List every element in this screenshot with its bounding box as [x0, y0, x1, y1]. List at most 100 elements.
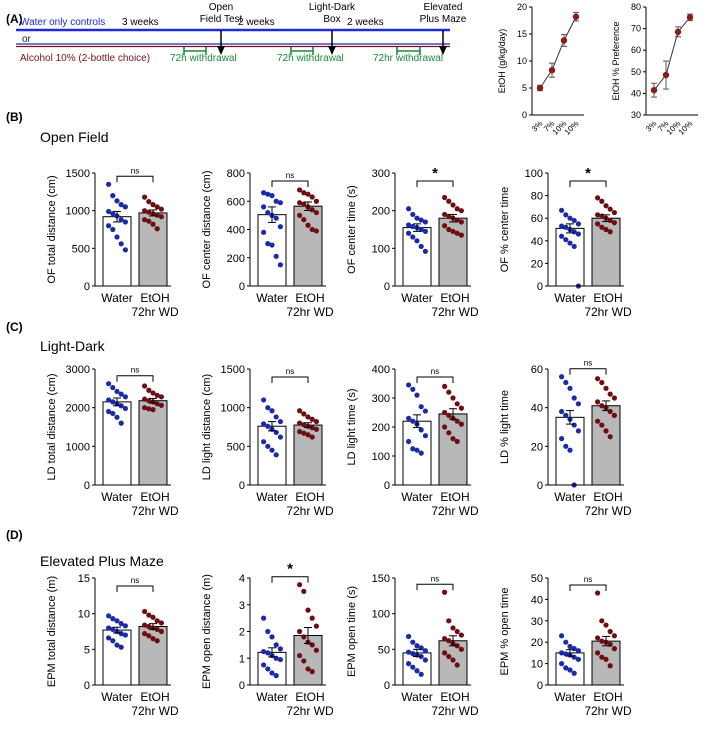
- y-tick-label: 2000: [66, 403, 90, 415]
- water-point: [575, 401, 582, 407]
- y-axis-label: OF center distance (cm): [201, 171, 213, 289]
- water-point: [106, 397, 112, 403]
- water-point: [563, 443, 569, 449]
- y-axis-label: LD light time (s): [346, 388, 358, 465]
- water-point: [122, 632, 128, 638]
- water-point: [571, 243, 577, 250]
- y-tick-label: 0: [84, 680, 90, 692]
- group-label-etoh: EtOH: [140, 490, 169, 504]
- water-point: [410, 234, 416, 240]
- etoh-point: [611, 220, 618, 226]
- group-label-etoh-sub: 72hr WD: [431, 504, 479, 518]
- bar-chart-of_total: 0 500 1000 1500 OF total distance (cm) ns Wate…: [46, 166, 179, 319]
- water-point: [567, 643, 573, 650]
- bar-etoh: [438, 217, 468, 287]
- etoh-point: [458, 405, 464, 411]
- etoh-point: [595, 399, 601, 405]
- water-point: [571, 422, 577, 428]
- group-label-water: Water: [554, 490, 586, 504]
- water-point: [567, 215, 573, 221]
- test-label: Plus Maze: [420, 14, 467, 25]
- water-point: [265, 191, 271, 197]
- y-tick-label: 150: [372, 573, 390, 585]
- etoh-point: [301, 588, 307, 594]
- etoh-point: [450, 625, 456, 631]
- y-axis-label: EtOH % Preference: [611, 21, 621, 100]
- etoh-point: [607, 628, 613, 635]
- y-tick-label: 500: [227, 441, 245, 453]
- water-point: [422, 433, 428, 439]
- etoh-point: [154, 392, 160, 398]
- water-point: [559, 436, 565, 442]
- y-axis-label: LD % light time: [499, 390, 511, 464]
- bar-chart-ld_time: 0 100 200 300 400 LD light time (s) ns Water EtO…: [346, 364, 479, 518]
- y-tick-label: 0: [537, 281, 543, 293]
- water-point: [106, 613, 112, 619]
- water-point: [567, 240, 573, 246]
- water-point: [571, 395, 577, 401]
- group-label-water: Water: [401, 690, 433, 704]
- etoh-point: [454, 418, 460, 424]
- etoh-point: [599, 224, 605, 230]
- water-point: [277, 200, 283, 206]
- water-point: [273, 253, 279, 259]
- etoh-point: [458, 208, 464, 214]
- etoh-point: [150, 407, 156, 413]
- water-point: [118, 631, 124, 637]
- significance-label: ns: [286, 171, 294, 180]
- water-point: [277, 262, 283, 268]
- etoh-point: [154, 618, 160, 624]
- etoh-point: [297, 420, 303, 426]
- etoh-point: [146, 218, 152, 224]
- etoh-point: [603, 428, 609, 434]
- y-tick-label: 3000: [66, 364, 90, 376]
- y-tick-label: 400: [227, 225, 245, 237]
- test-label: Open: [209, 2, 233, 13]
- water-point: [563, 665, 569, 671]
- x-tick-label: 10%: [563, 119, 581, 137]
- group-label-water: Water: [401, 490, 433, 504]
- etoh-point: [599, 638, 605, 644]
- water-point: [277, 224, 283, 230]
- y-tick-label: 40: [531, 594, 543, 606]
- water-point: [559, 374, 565, 380]
- water-point: [114, 234, 120, 240]
- etoh-point: [611, 395, 618, 401]
- group-label-water: Water: [256, 291, 288, 305]
- etoh-point: [297, 652, 303, 659]
- water-point: [110, 384, 116, 391]
- water-point: [575, 221, 582, 227]
- water-point: [122, 204, 128, 210]
- etoh-point: [309, 425, 315, 431]
- water-point: [418, 653, 424, 660]
- etoh-point: [142, 622, 148, 628]
- water-point: [118, 217, 124, 223]
- water-point: [110, 616, 116, 622]
- etoh-point: [158, 394, 164, 400]
- y-tick-label: 0: [239, 281, 245, 293]
- water-point: [406, 222, 412, 228]
- etoh-point: [309, 434, 315, 440]
- etoh-point: [442, 589, 448, 595]
- water-point: [563, 237, 569, 243]
- water-point: [269, 634, 275, 640]
- y-tick-label: 400: [372, 364, 390, 376]
- etoh-point: [150, 202, 156, 208]
- significance-label: ns: [131, 576, 139, 585]
- etoh-point: [297, 628, 303, 635]
- water-point: [118, 403, 124, 409]
- y-tick-label: 1000: [66, 441, 90, 453]
- water-point: [277, 418, 283, 425]
- etoh-point: [146, 406, 152, 412]
- water-point: [422, 648, 428, 654]
- y-tick-label: 80: [631, 2, 641, 12]
- water-point: [559, 633, 565, 639]
- data-point: [548, 66, 556, 74]
- y-tick-label: 10: [531, 659, 543, 671]
- etoh-point: [442, 383, 448, 389]
- group-label-etoh: EtOH: [593, 490, 622, 504]
- group-label-etoh: EtOH: [295, 690, 324, 704]
- water-point: [422, 228, 428, 234]
- y-tick-label: 60: [531, 364, 543, 376]
- group-label-etoh: EtOH: [295, 291, 324, 305]
